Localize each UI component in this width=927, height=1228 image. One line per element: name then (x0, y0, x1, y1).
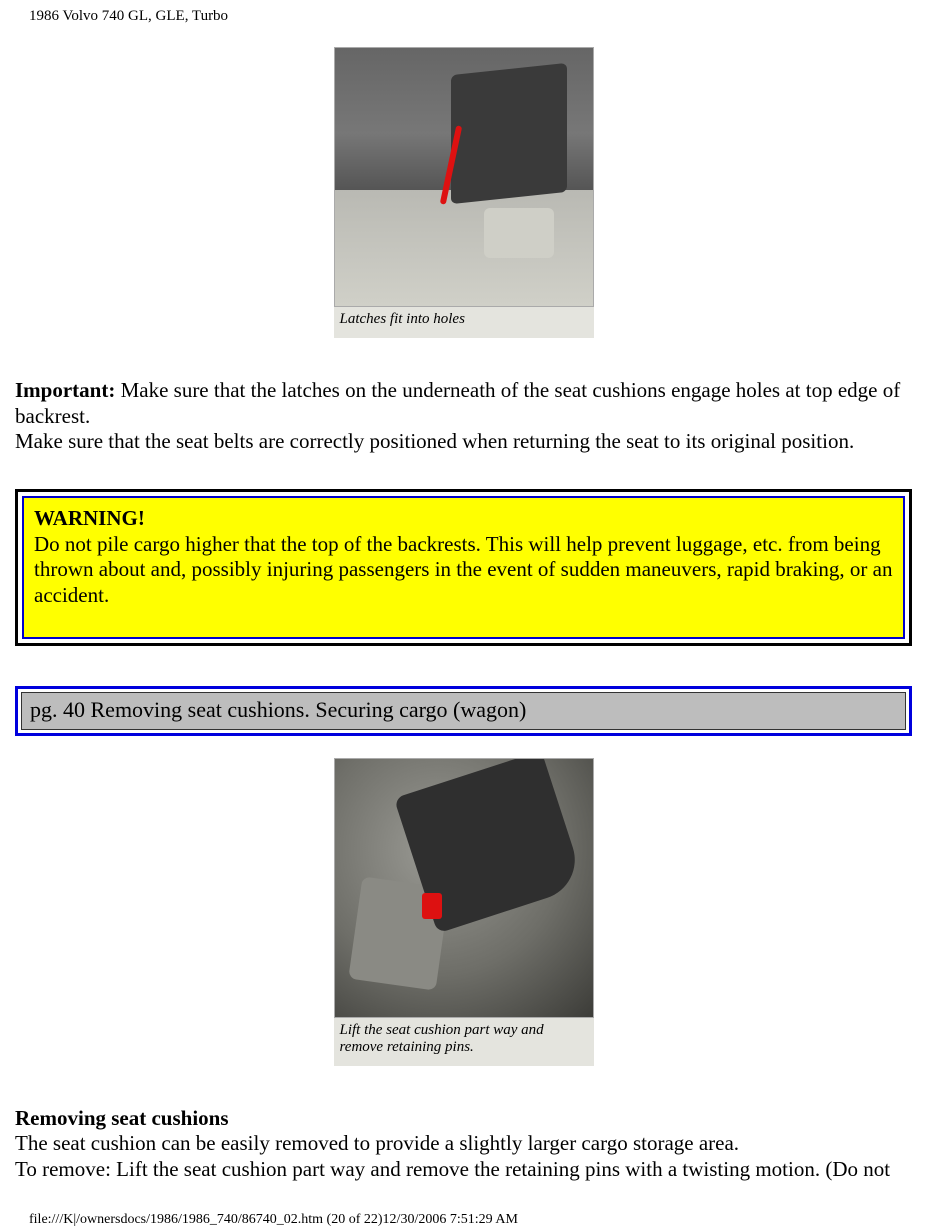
figure-lift-cushion: Lift the seat cushion part way and remov… (334, 758, 594, 1067)
figure-latches: Latches fit into holes (334, 47, 594, 338)
page-heading-text: pg. 40 Removing seat cushions. Securing … (21, 692, 906, 730)
figure-lift-cushion-caption: Lift the seat cushion part way and remov… (334, 1018, 594, 1067)
page-heading-box: pg. 40 Removing seat cushions. Securing … (15, 686, 912, 736)
important-line1: Make sure that the latches on the undern… (15, 378, 900, 428)
section-line2: To remove: Lift the seat cushion part wa… (15, 1157, 890, 1181)
warning-box: WARNING! Do not pile cargo higher that t… (15, 489, 912, 645)
document-header: 1986 Volvo 740 GL, GLE, Turbo (29, 8, 912, 25)
manual-page: 1986 Volvo 740 GL, GLE, Turbo Latches fi… (0, 0, 927, 1228)
removing-seat-cushions-section: Removing seat cushions The seat cushion … (15, 1106, 912, 1182)
section-title: Removing seat cushions (15, 1106, 912, 1131)
important-label: Important: (15, 378, 115, 402)
page-footer: file:///K|/ownersdocs/1986/1986_740/8674… (29, 1212, 912, 1228)
warning-body: Do not pile cargo higher that the top of… (34, 532, 892, 607)
warning-title: WARNING! (34, 506, 145, 530)
section-line1: The seat cushion can be easily removed t… (15, 1131, 739, 1155)
important-line2: Make sure that the seat belts are correc… (15, 429, 854, 453)
figure-latches-caption: Latches fit into holes (334, 307, 594, 338)
section-body: The seat cushion can be easily removed t… (15, 1131, 912, 1182)
figure-latches-photo (334, 47, 594, 307)
warning-box-inner: WARNING! Do not pile cargo higher that t… (22, 496, 905, 638)
important-paragraph: Important: Make sure that the latches on… (15, 378, 912, 455)
figure-lift-cushion-photo (334, 758, 594, 1018)
